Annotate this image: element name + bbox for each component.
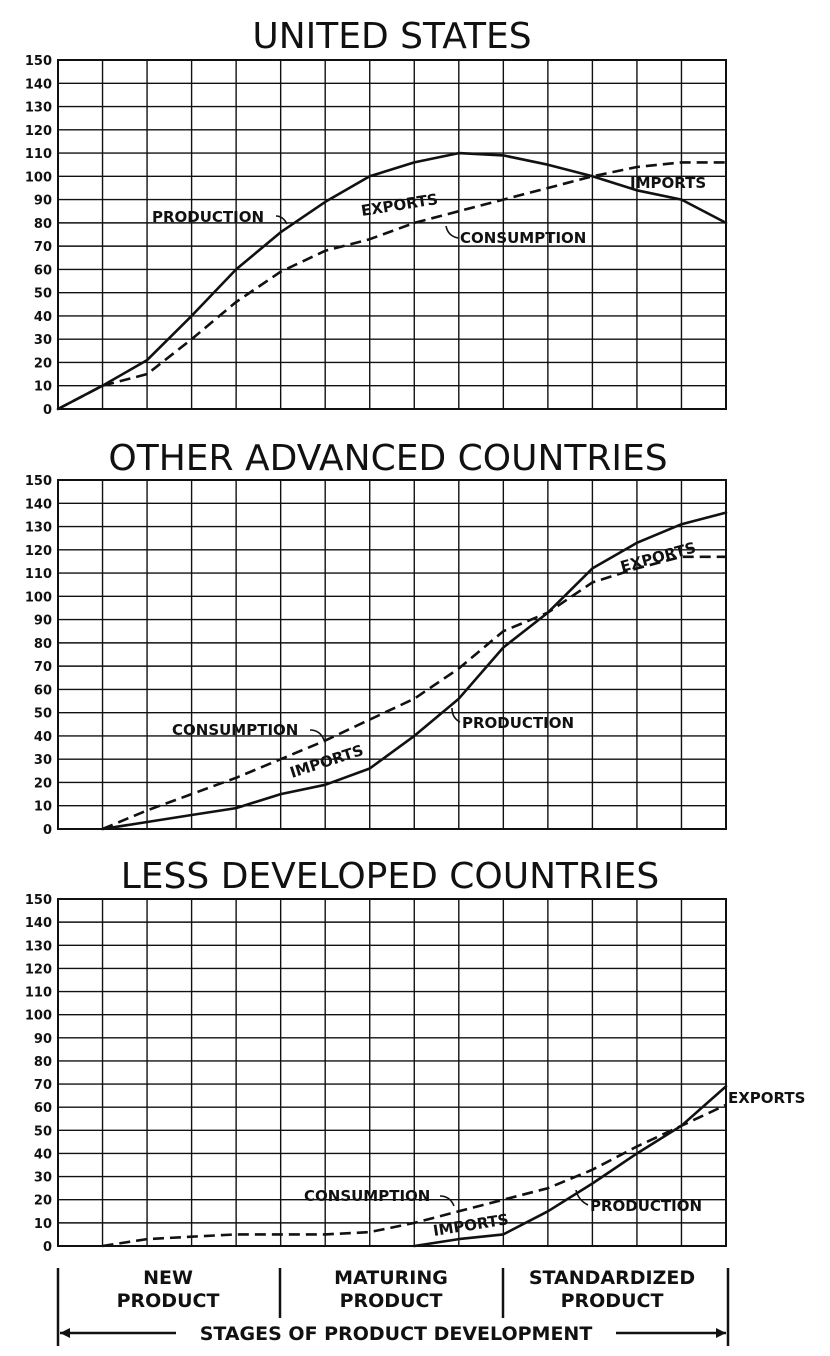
label-imports-oac: IMPORTS xyxy=(288,741,366,782)
panel-other-advanced: 0 10 20 30 40 50 60 70 80 90 100 110 120 130 140 150 xyxy=(25,474,728,838)
y-tick-label: 130 xyxy=(25,101,52,116)
chart-title-less-developed: LESS DEVELOPED COUNTRIES xyxy=(121,856,660,897)
stage-standardized-line1: STANDARDIZED xyxy=(529,1267,695,1289)
y-tick-label: 130 xyxy=(25,521,52,536)
y-tick-label: 70 xyxy=(34,1078,52,1093)
y-tick-label: 90 xyxy=(34,194,52,209)
stage-maturing-line1: MATURING xyxy=(334,1267,448,1289)
plot-frame xyxy=(57,59,727,410)
label-exports-us: EXPORTS xyxy=(360,190,439,220)
series-line-production xyxy=(101,511,728,831)
y-tick-label: 30 xyxy=(34,753,52,768)
chart-title-other-advanced: OTHER ADVANCED COUNTRIES xyxy=(108,438,667,479)
y-tick-label: 20 xyxy=(34,776,52,791)
label-production-us: PRODUCTION xyxy=(152,208,264,226)
series-line-production xyxy=(56,151,728,411)
y-tick-label: 40 xyxy=(34,1147,52,1162)
leader-production-us xyxy=(275,215,288,225)
y-tick-label: 70 xyxy=(34,660,52,675)
label-production-ldc: PRODUCTION xyxy=(590,1197,702,1215)
y-tick-label: 50 xyxy=(34,707,52,722)
label-imports-us: IMPORTS xyxy=(630,174,706,192)
y-tick-label: 100 xyxy=(25,590,52,605)
y-tick-label: 150 xyxy=(25,893,52,908)
plot-frame xyxy=(57,479,727,830)
label-consumption-ldc: CONSUMPTION xyxy=(304,1187,430,1205)
y-tick-label: 0 xyxy=(43,1240,52,1255)
y-tick-label: 90 xyxy=(34,1032,52,1047)
leader-production-ldc xyxy=(575,1189,589,1206)
y-tick-label: 150 xyxy=(25,474,52,489)
y-tick-label: 80 xyxy=(34,217,52,232)
y-tick-label: 30 xyxy=(34,1171,52,1186)
y-tick-label: 110 xyxy=(25,986,52,1001)
leader-consumption-oac xyxy=(309,729,325,741)
label-exports-ldc: EXPORTS xyxy=(728,1089,805,1107)
y-tick-label: 110 xyxy=(25,567,52,582)
y-tick-label: 100 xyxy=(25,170,52,185)
stage-new-line2: PRODUCT xyxy=(117,1290,220,1312)
y-tick-label: 20 xyxy=(34,356,52,371)
y-tick-label: 80 xyxy=(34,637,52,652)
annotations-less-developed: CONSUMPTION IMPORTS PRODUCTION EXPORTS xyxy=(304,1089,805,1240)
stages-axis-label: STAGES OF PRODUCT DEVELOPMENT xyxy=(200,1323,593,1345)
chart-panels: 0102030405060708090100110120130140150010… xyxy=(25,54,728,1255)
y-tick-label: 120 xyxy=(25,544,52,559)
y-tick-label: 10 xyxy=(34,380,52,395)
y-tick-label: 60 xyxy=(34,683,52,698)
y-tick-label: 10 xyxy=(34,1217,52,1232)
stages-axis: NEW PRODUCT MATURING PRODUCT STANDARDIZE… xyxy=(56,1267,730,1346)
series-line-consumption xyxy=(57,161,726,411)
y-tick-label: 0 xyxy=(43,403,52,418)
leader-consumption-us xyxy=(445,225,459,239)
y-tick-label: 40 xyxy=(34,310,52,325)
y-tick-label: 90 xyxy=(34,614,52,629)
y-tick-label: 140 xyxy=(25,77,52,92)
stage-standardized-line2: PRODUCT xyxy=(561,1290,664,1312)
label-production-oac: PRODUCTION xyxy=(462,714,574,732)
leader-production-oac xyxy=(451,707,461,723)
y-tick-label: 50 xyxy=(34,287,52,302)
y-tick-label: 140 xyxy=(25,497,52,512)
y-tick-label: 100 xyxy=(25,1009,52,1024)
y-tick-label: 60 xyxy=(34,263,52,278)
y-tick-label: 150 xyxy=(25,54,52,69)
plot-frame xyxy=(57,898,727,1247)
label-exports-oac: EXPORTS xyxy=(618,538,697,575)
leader-consumption-ldc xyxy=(439,1195,455,1207)
y-tick-label: 140 xyxy=(25,916,52,931)
series-line-consumption xyxy=(101,555,726,831)
y-tick-label: 130 xyxy=(25,939,52,954)
y-tick-label: 50 xyxy=(34,1124,52,1139)
stage-maturing-line2: PRODUCT xyxy=(340,1290,443,1312)
y-tick-label: 20 xyxy=(34,1194,52,1209)
panel-less-developed: 0 10 20 30 40 50 60 70 80 90 100 110 120 130 140 150 xyxy=(25,893,728,1255)
label-consumption-us: CONSUMPTION xyxy=(460,229,586,247)
panel-united-states: 0 10 20 30 40 50 60 70 80 90 100 110 120 130 140 150 xyxy=(25,54,728,418)
y-tick-label: 10 xyxy=(34,800,52,815)
stage-new-line1: NEW xyxy=(143,1267,193,1289)
y-tick-label: 70 xyxy=(34,240,52,255)
series-line-production xyxy=(412,1085,728,1248)
y-tick-label: 120 xyxy=(25,124,52,139)
series-line-consumption xyxy=(102,1103,727,1248)
chart-title-united-states: UNITED STATES xyxy=(252,16,531,57)
y-tick-label: 0 xyxy=(43,823,52,838)
y-tick-label: 120 xyxy=(25,962,52,977)
y-tick-label: 110 xyxy=(25,147,52,162)
y-tick-label: 40 xyxy=(34,730,52,745)
label-consumption-oac: CONSUMPTION xyxy=(172,721,298,739)
y-tick-label: 80 xyxy=(34,1055,52,1070)
y-tick-label: 60 xyxy=(34,1101,52,1116)
y-tick-label: 30 xyxy=(34,333,52,348)
